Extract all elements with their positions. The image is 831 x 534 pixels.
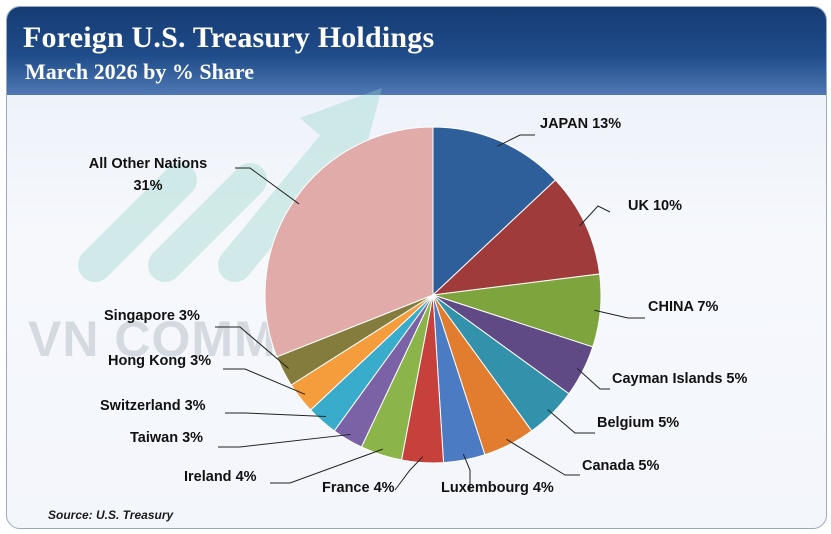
slice-label: All Other Nations 31%	[89, 156, 207, 194]
leader-line	[225, 412, 326, 418]
slice-label: UK 10%	[628, 198, 682, 214]
slice-label: France 4%	[322, 480, 395, 496]
chart-title: Foreign U.S. Treasury Holdings	[23, 21, 435, 54]
slice-label: Luxembourg 4%	[441, 480, 554, 496]
slice-label: CHINA 7%	[648, 299, 718, 315]
slice-labels: JAPAN 13% UK 10% CHINA 7% Cayman Islands 5%…	[89, 116, 748, 496]
leader-line	[579, 205, 611, 227]
leader-line	[223, 368, 306, 395]
slice-label: Cayman Islands 5%	[612, 371, 747, 387]
source-note: Source: U.S. Treasury	[48, 508, 174, 522]
leader-lines	[215, 134, 645, 491]
leader-line	[497, 134, 535, 147]
leader-line	[235, 167, 300, 205]
leader-line	[215, 326, 289, 369]
slice-label: Belgium 5%	[597, 415, 679, 431]
leader-line	[270, 448, 384, 484]
leader-line	[594, 309, 645, 319]
leader-line	[547, 409, 595, 434]
leader-line	[506, 438, 580, 476]
pie-slice-uk	[431, 179, 601, 296]
pie-slices	[264, 126, 602, 464]
pie-slice-japan	[432, 126, 557, 297]
slice-label: Switzerland 3%	[100, 398, 206, 414]
leader-line	[218, 433, 351, 448]
slice-label: Canada 5%	[582, 458, 659, 474]
leader-line	[462, 453, 471, 490]
leader-line	[577, 368, 610, 390]
slice-label: JAPAN 13%	[540, 116, 621, 132]
slice-label: Singapore 3%	[104, 308, 200, 324]
chart-subtitle: March 2026 by % Share	[25, 59, 254, 84]
title-banner: Foreign U.S. Treasury Holdings March 202…	[7, 7, 826, 95]
slice-label: Ireland 4%	[184, 469, 257, 485]
leader-line	[394, 456, 424, 491]
slice-label: Taiwan 3%	[130, 430, 203, 446]
slice-label: Hong Kong 3%	[108, 353, 211, 369]
